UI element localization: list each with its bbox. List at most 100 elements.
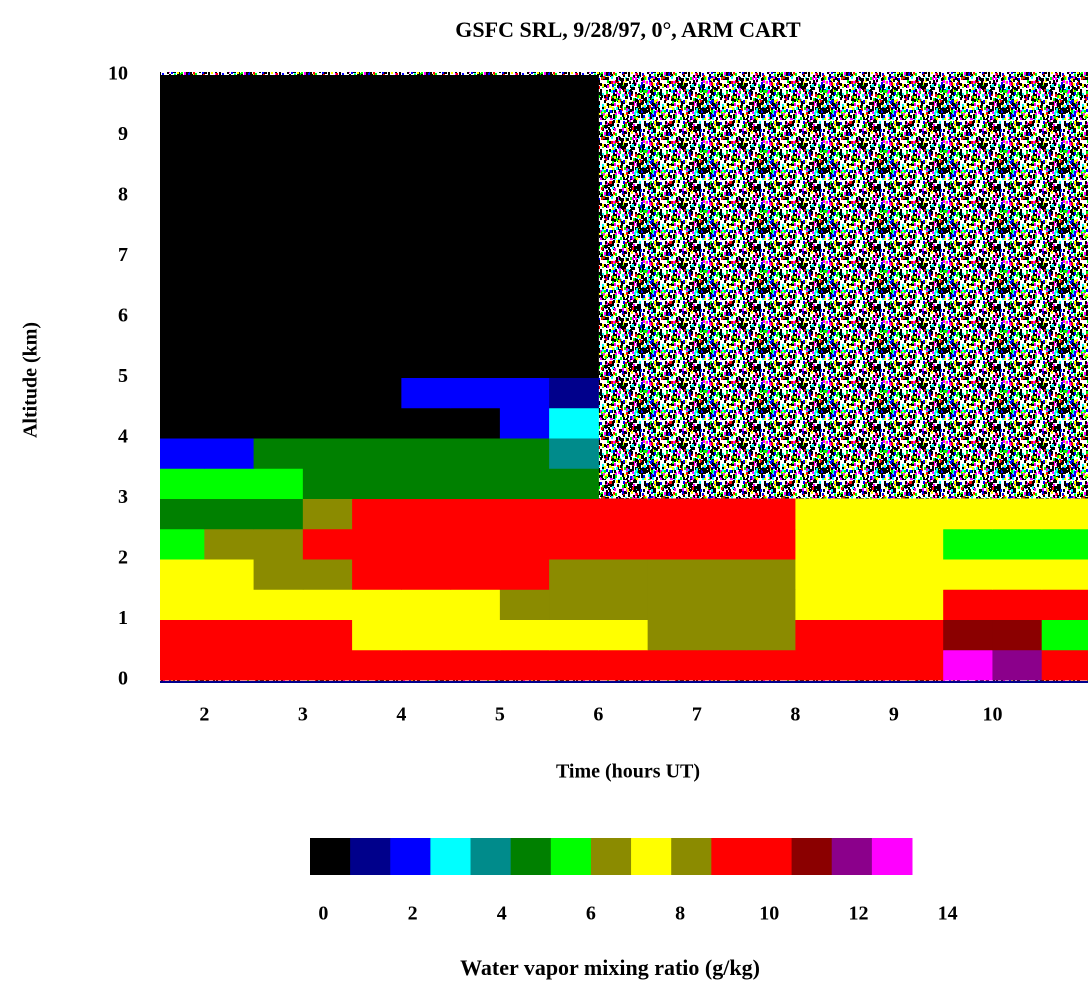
heatmap-cell [401,165,452,197]
heatmap-cell [598,498,649,530]
heatmap-cell [795,589,846,620]
x-tick-label: 3 [298,704,308,726]
heatmap-cell [647,589,698,620]
heatmap-cell [253,286,304,318]
heatmap-cell [598,528,649,560]
heatmap-cell [1041,619,1088,651]
heatmap-cell [1041,498,1088,530]
heatmap-cell [844,498,895,530]
heatmap-cell [499,619,550,651]
heatmap-cell [352,528,402,560]
heatmap-cell [499,256,550,288]
heatmap-cell [943,589,993,620]
heatmap-cell [204,438,255,469]
heatmap-cell [647,619,698,651]
colorbar-label: Water vapor mixing ratio (g/kg) [460,955,760,980]
heatmap-cell [450,468,501,499]
colorbar-box [590,838,632,875]
heatmap-cell [844,528,895,560]
colorbar-tick-label: 2 [408,903,418,925]
y-tick-label: 8 [118,184,128,206]
heatmap-cell [450,256,501,288]
heatmap-cell [795,528,846,560]
colorbar-box [751,838,793,875]
heatmap-cell [450,75,501,106]
heatmap-cell [204,498,255,530]
heatmap-cell [499,347,550,378]
colorbar-box [631,838,672,875]
heatmap-cell [204,165,255,197]
heatmap-cell [302,105,353,136]
heatmap-cell [450,165,501,197]
heatmap-cell [499,105,550,136]
heatmap-cell [352,468,402,499]
heatmap-cell [401,347,452,378]
heatmap-cell [160,468,205,499]
colorbar-box [470,838,512,875]
heatmap-cell [253,528,304,560]
heatmap-cell [401,105,452,136]
heatmap-cell [401,528,452,560]
heatmap-cell [253,347,304,378]
heatmap-cell [401,286,452,318]
heatmap-cell [450,105,501,136]
heatmap-cell [598,619,649,651]
heatmap-cell [598,559,649,590]
heatmap-cell [253,589,304,620]
heatmap-cell [499,407,550,439]
heatmap-cell [401,649,452,681]
heatmap-cell [204,256,255,288]
colorbar-box [550,838,592,875]
heatmap-cell [499,528,550,560]
heatmap-cell [450,347,501,378]
colorbar-tick-label: 0 [318,903,328,925]
heatmap-cell [1041,649,1088,681]
heatmap-cell [160,377,205,409]
heatmap-cell [160,165,205,197]
heatmap-cell [647,498,698,530]
heatmap-cell [302,649,353,681]
heatmap-cell [844,589,895,620]
heatmap-cell [450,589,501,620]
heatmap-cell [1041,559,1088,590]
heatmap-cell [401,438,452,469]
heatmap-cell [253,135,304,167]
heatmap-cell [352,105,402,136]
heatmap-cell [549,498,599,530]
x-tick-label: 7 [692,704,702,726]
heatmap-cell [204,619,255,651]
heatmap-cell [549,377,599,409]
heatmap-cell [499,589,550,620]
heatmap-cell [401,468,452,499]
heatmap-cell [598,589,649,620]
heatmap-cell [302,528,353,560]
x-tick-label: 4 [396,704,406,726]
heatmap-cell [499,498,550,530]
heatmap-cell [893,498,944,530]
heatmap-cell [352,649,402,681]
x-tick-label: 9 [889,704,899,726]
heatmap-cell [549,256,599,288]
heatmap-cell [549,468,599,499]
heatmap-cell [549,135,599,167]
heatmap-cell [204,528,255,560]
heatmap-cell [160,407,205,439]
heatmap-cell [253,317,304,348]
heatmap-cell [499,438,550,469]
heatmap-cell [549,226,599,257]
heatmap-cell [302,75,353,106]
heatmap-cell [253,498,304,530]
heatmap-cell [253,649,304,681]
y-tick-label: 5 [118,365,128,387]
heatmap-cell [647,528,698,560]
heatmap-cell [302,468,353,499]
heatmap-cell [204,649,255,681]
heatmap-cell [352,75,402,106]
heatmap-cell [352,619,402,651]
heatmap-cell [746,649,796,681]
heatmap-cell [302,377,353,409]
heatmap-cell [302,165,353,197]
heatmap-cell [450,498,501,530]
heatmap-cell [893,589,944,620]
heatmap-cell [160,498,205,530]
